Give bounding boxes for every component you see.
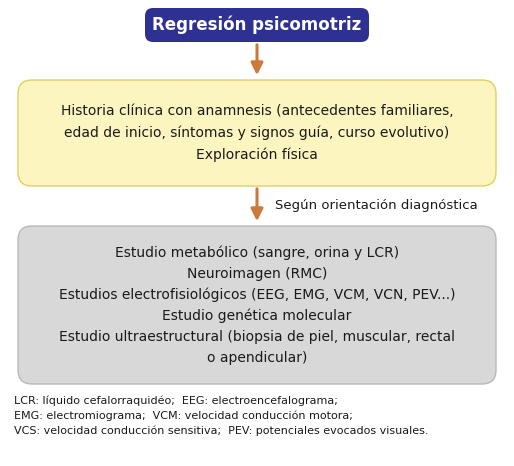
FancyBboxPatch shape	[18, 80, 496, 186]
Text: Según orientación diagnóstica: Según orientación diagnóstica	[275, 199, 478, 212]
FancyBboxPatch shape	[145, 8, 369, 42]
Text: Historia clínica con anamnesis (antecedentes familiares,
edad de inicio, síntoma: Historia clínica con anamnesis (antecede…	[61, 104, 453, 162]
Text: Regresión psicomotriz: Regresión psicomotriz	[152, 16, 362, 34]
FancyBboxPatch shape	[18, 226, 496, 384]
Text: Estudio metabólico (sangre, orina y LCR)
Neuroimagen (RMC)
Estudios electrofisio: Estudio metabólico (sangre, orina y LCR)…	[59, 246, 455, 364]
Text: LCR: líquido cefalorraquidéo;  EEG: electroencefalograma;
EMG: electromiograma; : LCR: líquido cefalorraquidéo; EEG: elect…	[14, 395, 429, 436]
